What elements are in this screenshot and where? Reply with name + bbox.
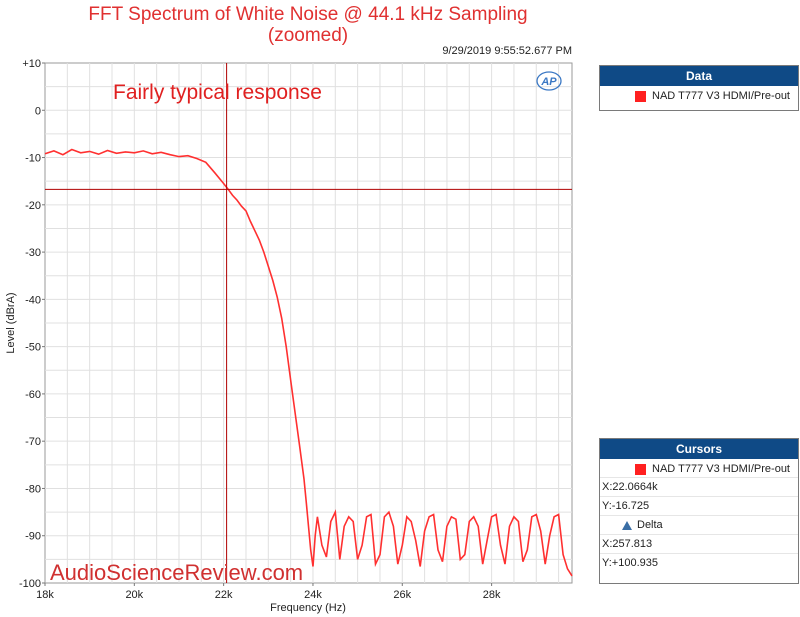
y-tick-label: -100 bbox=[19, 578, 41, 590]
cursors-panel-title: Cursors bbox=[600, 439, 798, 459]
x-tick-label: 22k bbox=[215, 589, 233, 601]
cursors-legend-label: NAD T777 V3 HDMI/Pre-out bbox=[652, 463, 790, 475]
y-tick-label: -50 bbox=[25, 342, 41, 354]
series-swatch bbox=[635, 463, 647, 475]
ap-logo-icon: AP bbox=[536, 71, 562, 91]
x-tick-label: 26k bbox=[393, 589, 411, 601]
chart-subtitle: (zoomed) bbox=[268, 25, 348, 46]
cursors-legend-item[interactable]: NAD T777 V3 HDMI/Pre-out bbox=[600, 459, 798, 477]
y-tick-label: -30 bbox=[25, 247, 41, 259]
y-tick-label: +10 bbox=[22, 58, 41, 70]
y-tick-label: 0 bbox=[35, 105, 41, 117]
annotation-text: Fairly typical response bbox=[113, 81, 322, 104]
y-tick-label: -20 bbox=[25, 200, 41, 212]
x-axis-label: Frequency (Hz) bbox=[270, 602, 346, 614]
series-line-nad-t777 bbox=[44, 148, 573, 577]
y-axis-label: Level (dBrA) bbox=[5, 292, 17, 353]
y-tick-label: -10 bbox=[25, 153, 41, 165]
watermark: AudioScienceReview.com bbox=[50, 560, 303, 585]
delta-header: Delta bbox=[600, 515, 798, 534]
x-tick-label: 20k bbox=[125, 589, 143, 601]
delta-icon bbox=[622, 520, 632, 530]
data-panel: Data NAD T777 V3 HDMI/Pre-out bbox=[599, 65, 799, 111]
chart-title: FFT Spectrum of White Noise @ 44.1 kHz S… bbox=[88, 4, 527, 25]
y-tick-label: -60 bbox=[25, 389, 41, 401]
timestamp: 9/29/2019 9:55:52.677 PM bbox=[442, 45, 572, 57]
x-tick-label: 24k bbox=[304, 589, 322, 601]
y-tick-label: -40 bbox=[25, 294, 41, 306]
delta-x-value: X:257.813 bbox=[600, 534, 798, 553]
cursors-panel: Cursors NAD T777 V3 HDMI/Pre-out X:22.06… bbox=[599, 438, 799, 584]
y-tick-label: -90 bbox=[25, 531, 41, 543]
cursor-y-value: Y:-16.725 bbox=[600, 496, 798, 515]
delta-y-value: Y:+100.935 bbox=[600, 553, 798, 572]
y-tick-label: -70 bbox=[25, 436, 41, 448]
ap-logo-text: AP bbox=[540, 76, 557, 88]
x-tick-label: 18k bbox=[36, 589, 54, 601]
x-axis: 18k 20k 22k 24k 26k 28k bbox=[36, 583, 501, 601]
series-swatch bbox=[635, 90, 647, 102]
delta-label: Delta bbox=[637, 519, 663, 531]
y-axis: +10 0 -10 -20 -30 -40 -50 -60 -70 -80 -90 -100 bbox=[19, 58, 45, 590]
data-panel-title: Data bbox=[600, 66, 798, 86]
x-tick-label: 28k bbox=[483, 589, 501, 601]
data-legend-label: NAD T777 V3 HDMI/Pre-out bbox=[652, 90, 790, 102]
data-legend-item[interactable]: NAD T777 V3 HDMI/Pre-out bbox=[600, 86, 798, 104]
y-tick-label: -80 bbox=[25, 483, 41, 495]
grid-lines bbox=[45, 63, 572, 583]
cursor-x-value: X:22.0664k bbox=[600, 477, 798, 496]
